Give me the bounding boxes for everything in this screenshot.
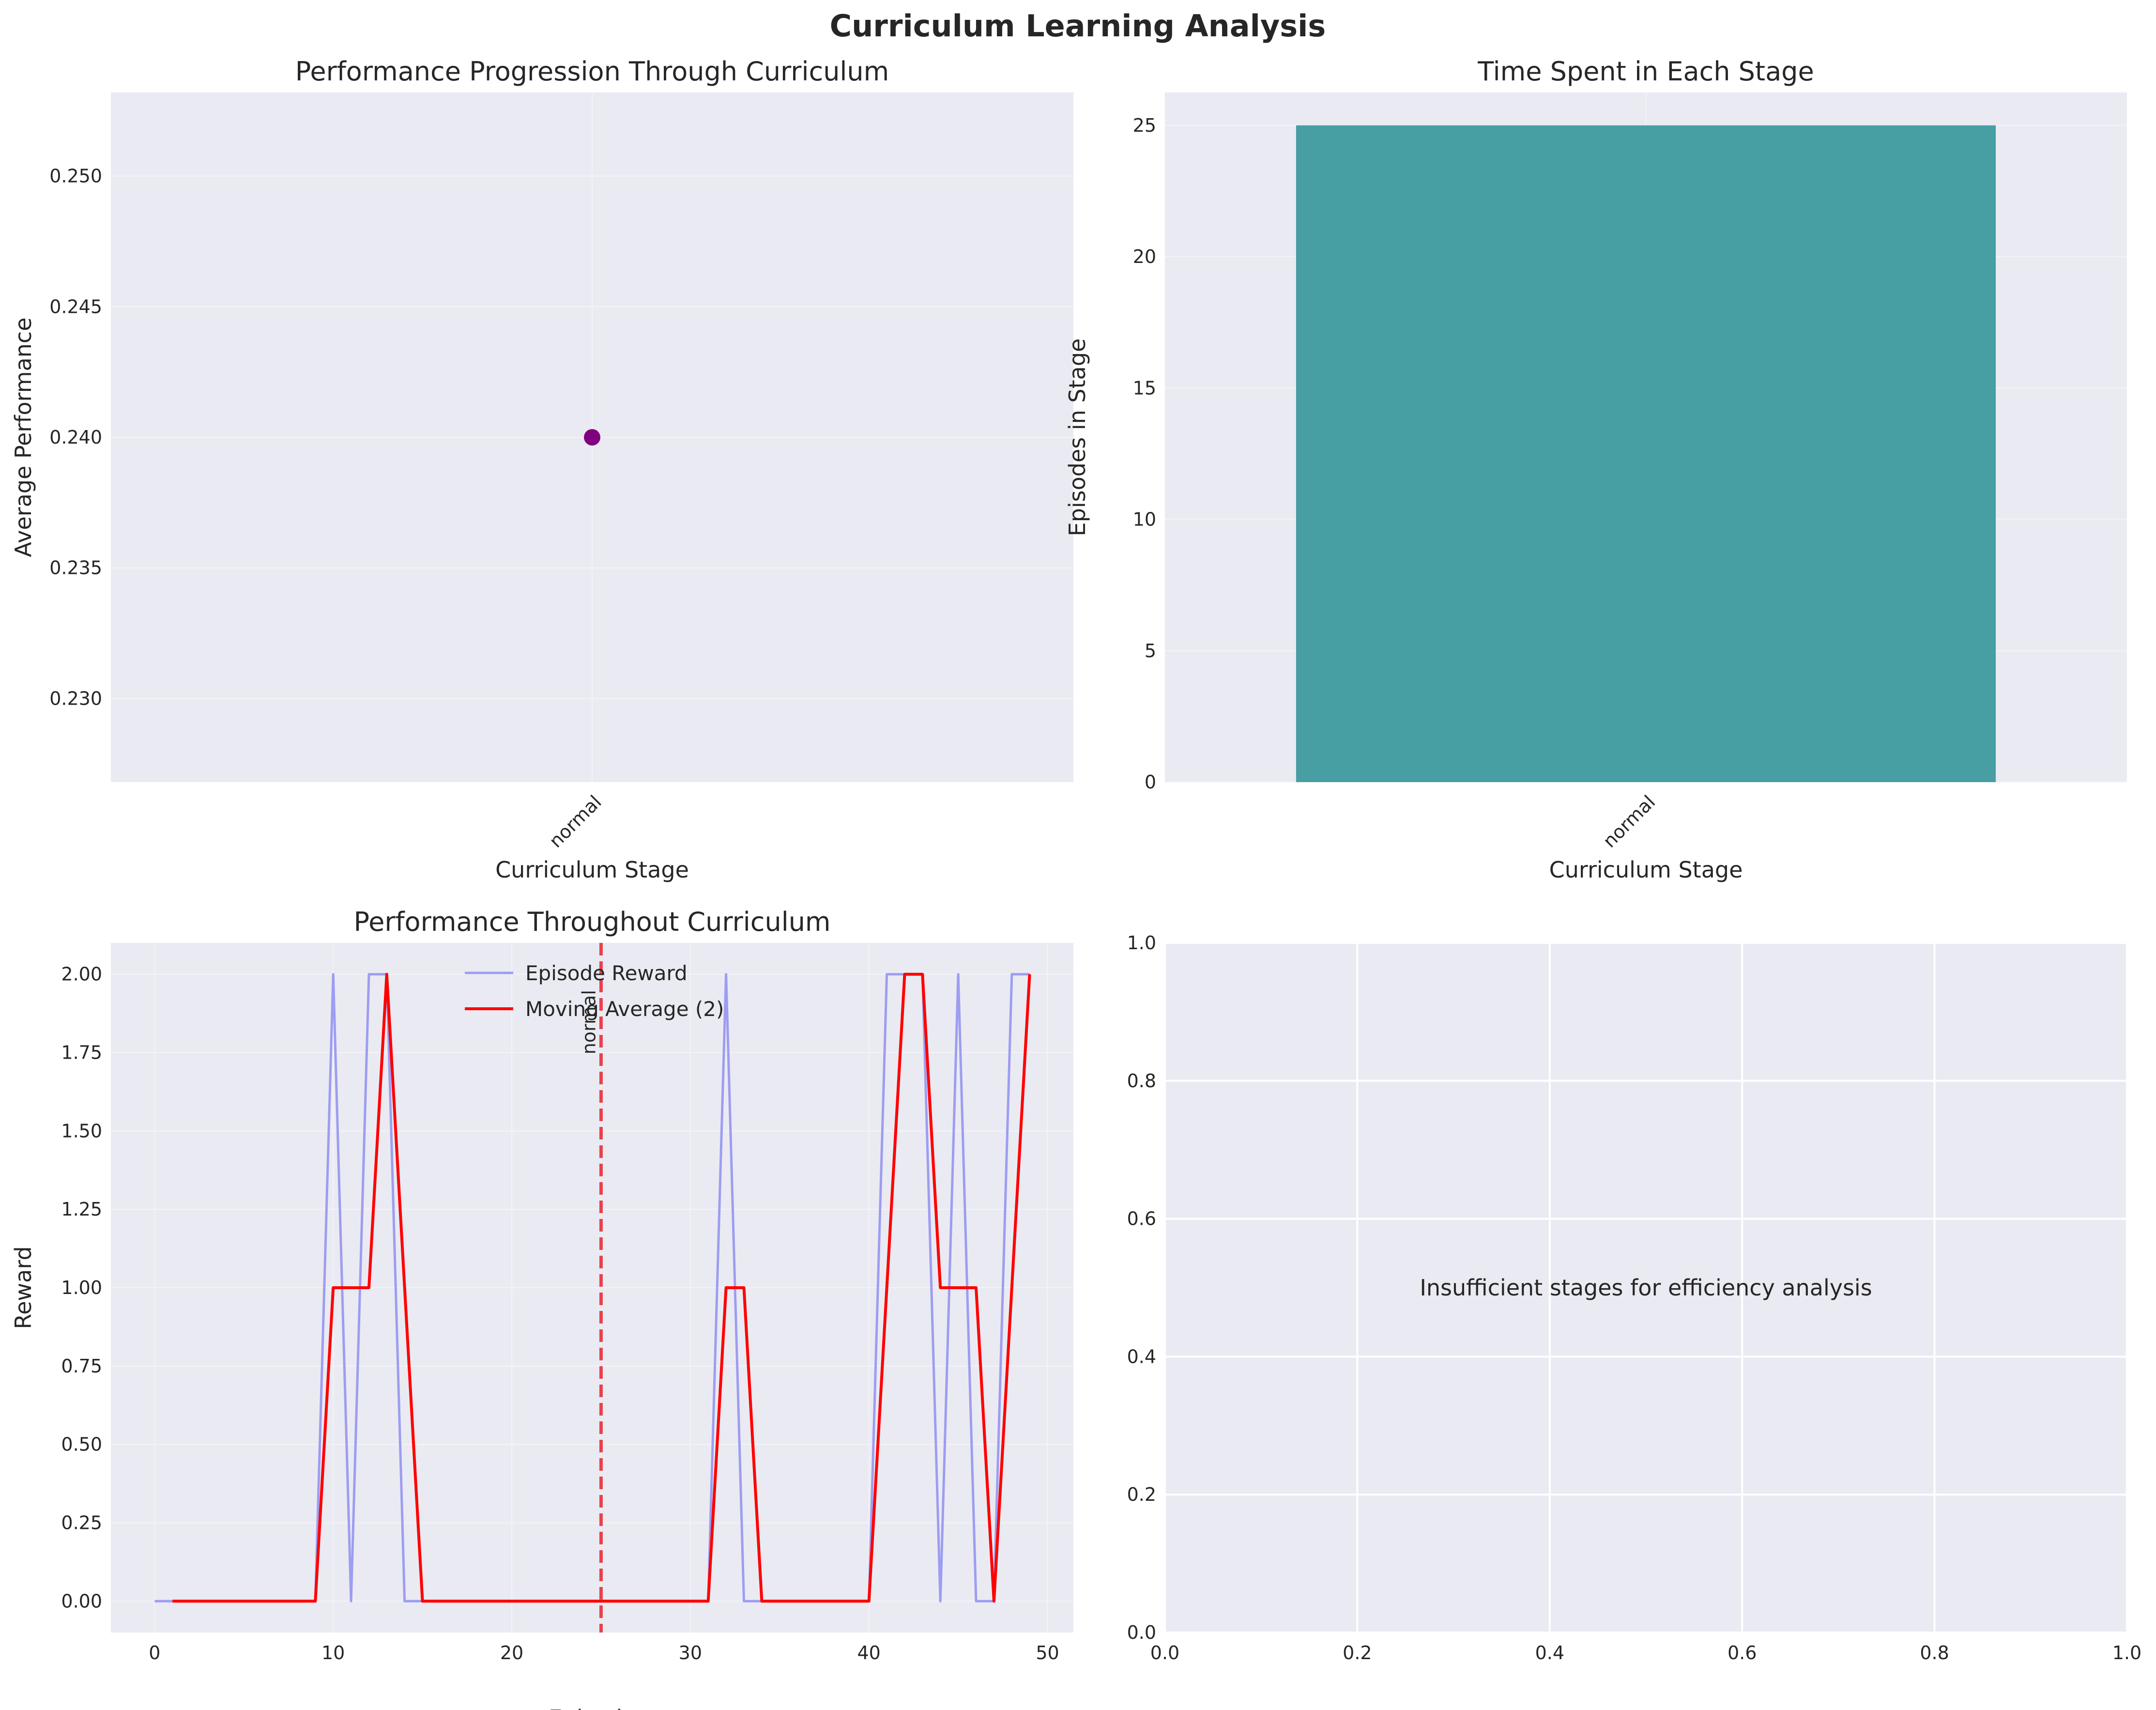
y-tick-label: 0.75 — [61, 1356, 102, 1377]
y-tick-label: 1.75 — [61, 1042, 102, 1063]
y-tick-label: 0.00 — [61, 1590, 102, 1612]
y-tick-label: 0.8 — [1127, 1070, 1156, 1092]
y-axis-label: Episodes in Stage — [1064, 339, 1090, 537]
x-tick-label: 0.8 — [1920, 1642, 1949, 1664]
x-tick-label: 10 — [321, 1642, 345, 1664]
y-tick-label: 10 — [1133, 509, 1156, 530]
y-tick-label: 0.25 — [61, 1512, 102, 1533]
y-tick-label: 0.2 — [1127, 1484, 1156, 1505]
bar-normal — [1296, 125, 1996, 782]
efficiency-plot-area — [1165, 943, 2127, 1633]
performance-progression-panel: 0.230 0.235 0.240 0.245 0.250 normal Performan… — [10, 56, 1073, 883]
y-tick-label: 5 — [1145, 640, 1156, 662]
efficiency-analysis-panel: 0.0 0.2 0.4 0.6 0.8 1.0 0.0 0.2 0.4 0.6 0.8 1.0 Insu… — [1127, 932, 2142, 1664]
x-tick-label: 30 — [679, 1642, 702, 1664]
x-tick-label: 0.4 — [1535, 1642, 1564, 1664]
y-tick-label: 0.235 — [49, 557, 102, 579]
y-axis-label: Average Performance — [10, 317, 36, 557]
x-tick-label: 0.0 — [1150, 1642, 1179, 1664]
x-tick-label: 0.2 — [1343, 1642, 1372, 1664]
x-tick-label: 1.0 — [2112, 1642, 2141, 1664]
data-point-normal — [584, 429, 600, 446]
y-tick-label: 1.00 — [61, 1277, 102, 1298]
series-line-1 — [172, 972, 1031, 1603]
y-axis-label: Reward — [10, 1246, 36, 1329]
y-tick-label: 2.00 — [61, 964, 102, 985]
x-axis-label: Curriculum Stage — [1549, 857, 1743, 883]
y-tick-label: 0.4 — [1127, 1346, 1156, 1367]
chart-title: Performance Progression Through Curricul… — [295, 56, 889, 87]
x-tick-label: 50 — [1036, 1642, 1059, 1664]
insufficient-data-message: Insufficient stages for efficiency analy… — [1420, 1275, 1872, 1301]
y-tick-label: 20 — [1133, 246, 1156, 267]
x-axis-label: Episode — [549, 1705, 636, 1710]
y-tick-label: 1.25 — [61, 1199, 102, 1220]
y-tick-label: 0.250 — [49, 166, 102, 187]
chart-title: Time Spent in Each Stage — [1477, 56, 1814, 87]
stage-boundary-label: normal — [578, 990, 599, 1054]
legend-label-1: Moving Average (2) — [525, 997, 724, 1021]
y-tick-label: 0 — [1145, 771, 1156, 793]
x-tick-label: 0.6 — [1728, 1642, 1757, 1664]
chart-title: Performance Throughout Curriculum — [353, 907, 830, 937]
x-tick-label: normal — [1599, 791, 1659, 852]
y-tick-label: 0.50 — [61, 1434, 102, 1455]
y-tick-label: 1.0 — [1127, 932, 1156, 954]
y-tick-label: 0.0 — [1127, 1622, 1156, 1643]
x-tick-label: 0 — [149, 1642, 160, 1664]
y-tick-label: 25 — [1133, 115, 1156, 136]
figure-suptitle: Curriculum Learning Analysis — [830, 8, 1326, 44]
y-tick-label: 15 — [1133, 377, 1156, 399]
y-tick-label: 0.230 — [49, 688, 102, 709]
y-tick-label: 0.240 — [49, 427, 102, 448]
x-tick-label: 40 — [857, 1642, 881, 1664]
y-tick-label: 1.50 — [61, 1120, 102, 1141]
time-per-stage-panel: 0 5 10 15 20 25 normal Time Spent in Each Stage… — [1064, 56, 2127, 883]
x-axis-label: Curriculum Stage — [495, 857, 689, 883]
legend-label-0: Episode Reward — [525, 961, 688, 985]
x-tick-label: 20 — [500, 1642, 523, 1664]
performance-throughout-panel: 0.00 0.25 0.50 0.75 1.00 1.25 1.50 1.75 2.00 0 10 2… — [10, 907, 1073, 1710]
y-tick-label: 0.245 — [49, 296, 102, 317]
y-tick-label: 0.6 — [1127, 1208, 1156, 1230]
x-tick-label: normal — [545, 791, 606, 852]
